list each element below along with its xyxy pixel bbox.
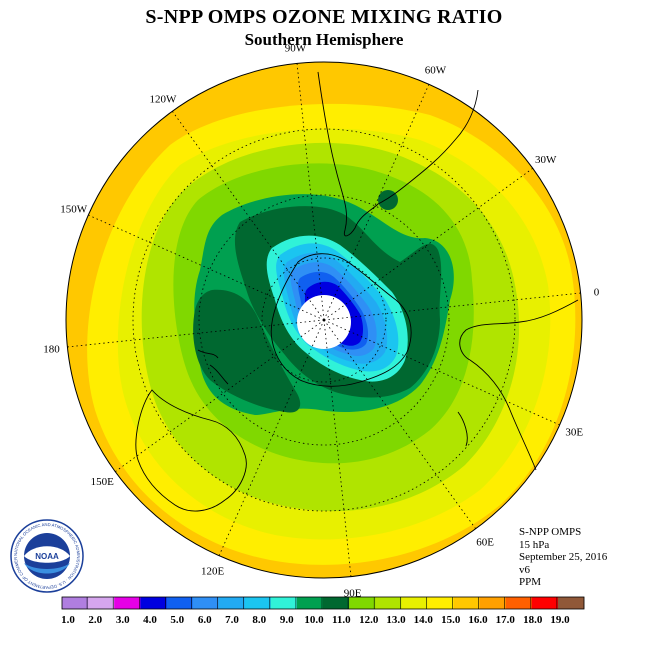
lon-label-5: 60E (476, 537, 494, 549)
coast-madagascar (457, 411, 468, 447)
colorbar-swatch-16 (479, 597, 506, 609)
colorbar-tick-0: 1.0 (61, 614, 75, 626)
coast-antarctica (270, 253, 412, 387)
lon-label-4: 30E (565, 426, 583, 438)
colorbar-tick-7: 8.0 (252, 614, 266, 626)
lon-label-0: 90W (285, 43, 307, 55)
colorbar-tick-17: 18.0 (523, 614, 543, 626)
colorbar-tick-15: 16.0 (468, 614, 488, 626)
info-version: v6 (519, 563, 530, 576)
colorbar-swatch-10 (323, 597, 350, 609)
map-title: S-NPP OMPS OZONE MIXING RATIO (145, 6, 503, 28)
coast-south-america (317, 71, 479, 237)
lon-label-10: 150W (60, 204, 88, 216)
colorbar-swatch-19 (557, 597, 585, 609)
lon-label-9: 180 (43, 344, 60, 356)
colorbar-tick-16: 17.0 (496, 614, 516, 626)
colorbar-swatch-11 (349, 597, 376, 609)
coast-africa (459, 299, 579, 471)
colorbar-swatch-12 (375, 597, 402, 609)
colorbar-swatch-4 (166, 597, 193, 609)
colorbar-tick-2: 3.0 (116, 614, 130, 626)
colorbar-swatch-8 (270, 597, 298, 609)
colorbar-swatch-17 (505, 597, 533, 609)
polar-night-hole (297, 295, 351, 349)
lon-label-6: 90E (344, 588, 362, 600)
ozone-field (66, 62, 582, 578)
field-dark-pacific (193, 289, 301, 413)
colorbar-tick-13: 14.0 (414, 614, 434, 626)
lat-ring-3 (132, 128, 516, 512)
info-units: PPM (519, 576, 542, 589)
colorbar-tick-9: 10.0 (304, 614, 324, 626)
info-instrument: S-NPP OMPS (519, 526, 582, 538)
colorbar-tick-18: 19.0 (550, 614, 570, 626)
colorbar-tick-1: 2.0 (88, 614, 102, 626)
coast-australia (135, 389, 247, 512)
lon-label-7: 120E (201, 565, 225, 577)
coast-newzealand (197, 349, 229, 385)
colorbar-tick-3: 4.0 (143, 614, 157, 626)
colorbar-swatch-2 (114, 597, 141, 609)
colorbar-tick-10: 11.0 (332, 614, 351, 626)
lon-label-1: 60W (425, 65, 447, 77)
lon-label-11: 120W (149, 93, 177, 105)
colorbar-tick-11: 12.0 (359, 614, 379, 626)
colorbar-tick-5: 6.0 (198, 614, 212, 626)
longitude-labels: 90W 60W 30W 0 30E 60E 90E 120E 150E 180 150W 120W (43, 43, 600, 600)
colorbar-swatch-13 (401, 597, 428, 609)
colorbar-swatch-9 (296, 597, 324, 609)
colorbar-tick-8: 9.0 (280, 614, 294, 626)
noaa-logo-icon: NOAA NATIONAL OCEANIC AND ATMOSPHERIC AD… (10, 519, 84, 593)
lon-label-3: 0 (594, 286, 600, 298)
graticule (67, 63, 581, 577)
info-block: S-NPP OMPS 15 hPa September 25, 2016 v6 … (519, 526, 607, 589)
lon-label-2: 30W (535, 154, 557, 166)
colorbar-swatch-1 (88, 597, 115, 609)
colorbar-swatch-7 (244, 597, 272, 609)
lat-ring-2 (198, 194, 450, 446)
colorbar-swatch-15 (453, 597, 480, 609)
info-level: 15 hPa (519, 538, 550, 551)
colorbar-tick-14: 15.0 (441, 614, 461, 626)
coastlines (135, 71, 579, 512)
colorbar-swatch-3 (140, 597, 167, 609)
lon-label-8: 150E (91, 476, 115, 488)
logo-word: NOAA (35, 552, 59, 561)
colorbar-tick-6: 7.0 (225, 614, 239, 626)
map-border (65, 61, 583, 579)
colorbar-swatch-5 (192, 597, 219, 609)
colorbar-tick-4: 5.0 (170, 614, 184, 626)
lat-ring-1 (261, 257, 387, 383)
colorbar-swatch-14 (427, 597, 454, 609)
colorbar-swatch-6 (218, 597, 245, 609)
colorbar-swatch-18 (531, 597, 559, 609)
colorbar-border (61, 596, 585, 610)
map-subtitle: Southern Hemisphere (244, 30, 404, 49)
info-date: September 25, 2016 (519, 551, 608, 564)
colorbar-tick-12: 13.0 (386, 614, 406, 626)
colorbar-swatch-0 (62, 597, 89, 609)
colorbar: 1.0 2.0 3.0 4.0 5.0 6.0 7.0 8.0 9.0 10.0 11.0 12.0 1… (61, 596, 585, 626)
